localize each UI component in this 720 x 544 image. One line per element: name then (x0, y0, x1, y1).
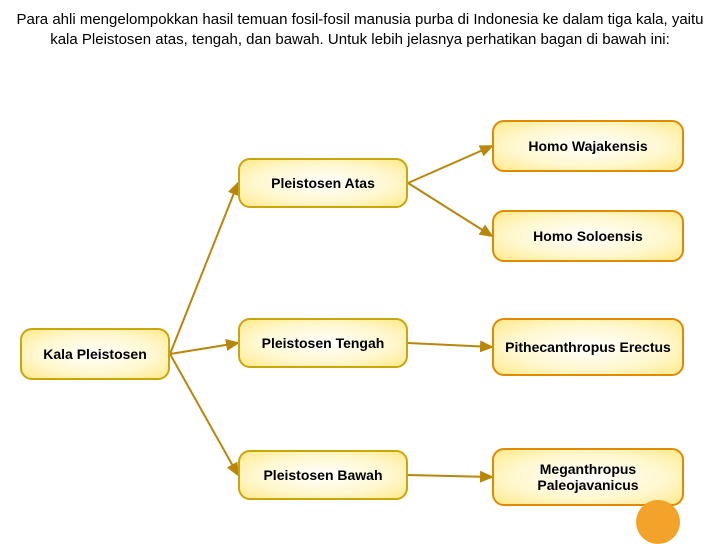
node-bawah: Pleistosen Bawah (238, 450, 408, 500)
edge-root-tengah (170, 343, 238, 354)
node-pith: Pithecanthropus Erectus (492, 318, 684, 376)
edge-root-bawah (170, 354, 238, 475)
node-tengah: Pleistosen Tengah (238, 318, 408, 368)
edge-atas-solo (408, 183, 492, 236)
node-wajak: Homo Wajakensis (492, 120, 684, 172)
edge-tengah-pith (408, 343, 492, 347)
node-root: Kala Pleistosen (20, 328, 170, 380)
edge-atas-wajak (408, 146, 492, 183)
node-atas: Pleistosen Atas (238, 158, 408, 208)
node-solo: Homo Soloensis (492, 210, 684, 262)
intro-paragraph: Para ahli mengelompokkan hasil temuan fo… (10, 10, 710, 51)
edge-root-atas (170, 183, 238, 354)
edge-bawah-mega (408, 475, 492, 477)
node-mega: Meganthropus Paleojavanicus (492, 448, 684, 506)
decor-circle (636, 500, 680, 544)
